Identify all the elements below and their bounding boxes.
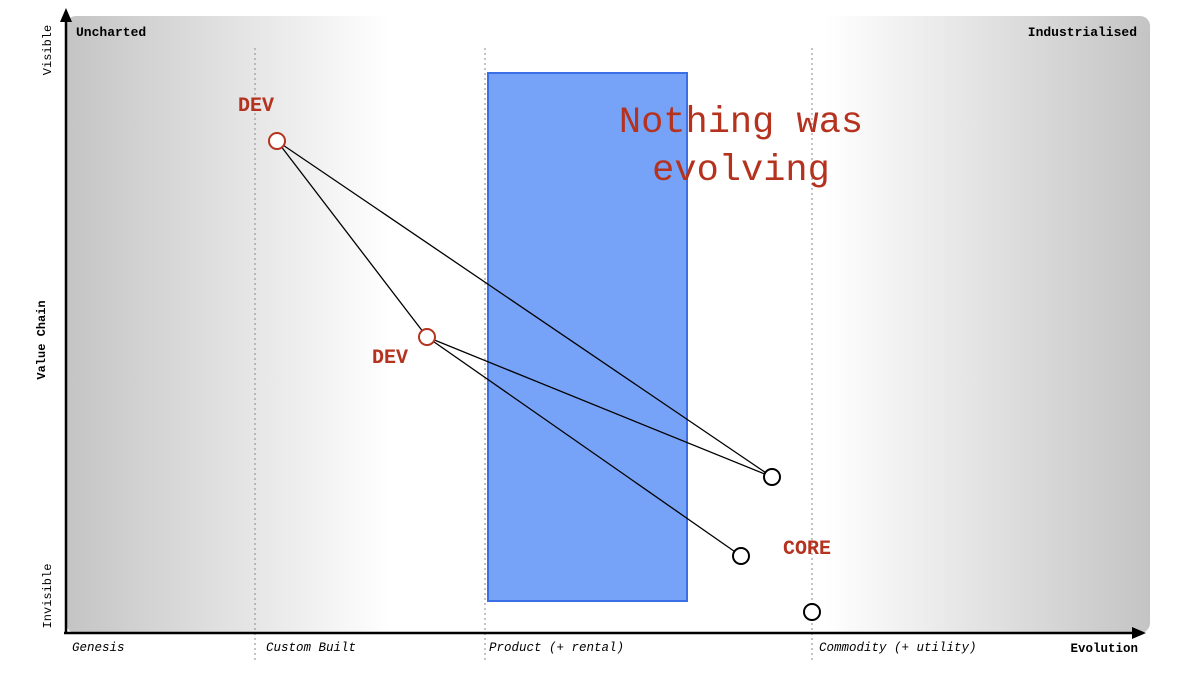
y-axis-arrow-icon xyxy=(60,8,72,22)
label-dev-top: DEV xyxy=(238,95,274,118)
y-axis-title: Value Chain xyxy=(35,300,49,379)
corner-label-uncharted: Uncharted xyxy=(76,25,146,40)
node-dev-top xyxy=(268,132,286,150)
corner-label-industrialised: Industrialised xyxy=(1028,25,1137,40)
x-axis-title: Evolution xyxy=(1070,642,1138,656)
stage-label-genesis: Genesis xyxy=(72,641,125,655)
link-dev-top-to-core-upper xyxy=(276,140,773,478)
x-axis-arrow-icon xyxy=(1132,627,1146,639)
stage-label-commodity: Commodity (+ utility) xyxy=(819,641,977,655)
link-dev-top-to-dev-mid xyxy=(276,140,428,338)
highlight-block xyxy=(487,72,688,602)
annotation-line-1: Nothing was xyxy=(619,102,863,144)
label-core: CORE xyxy=(783,538,831,561)
stage-label-custom-built: Custom Built xyxy=(266,641,356,655)
node-core-lower xyxy=(732,547,750,565)
stage-label-product: Product (+ rental) xyxy=(489,641,624,655)
y-label-invisible: Invisible xyxy=(41,564,55,629)
label-dev-mid: DEV xyxy=(372,347,408,370)
node-core-upper xyxy=(763,468,781,486)
link-dev-mid-to-core-upper xyxy=(426,336,773,478)
link-dev-mid-to-core-lower xyxy=(426,336,742,557)
node-core-bottom xyxy=(803,603,821,621)
annotation-line-2: evolving xyxy=(652,150,830,192)
node-dev-mid xyxy=(418,328,436,346)
y-label-visible: Visible xyxy=(41,25,55,75)
